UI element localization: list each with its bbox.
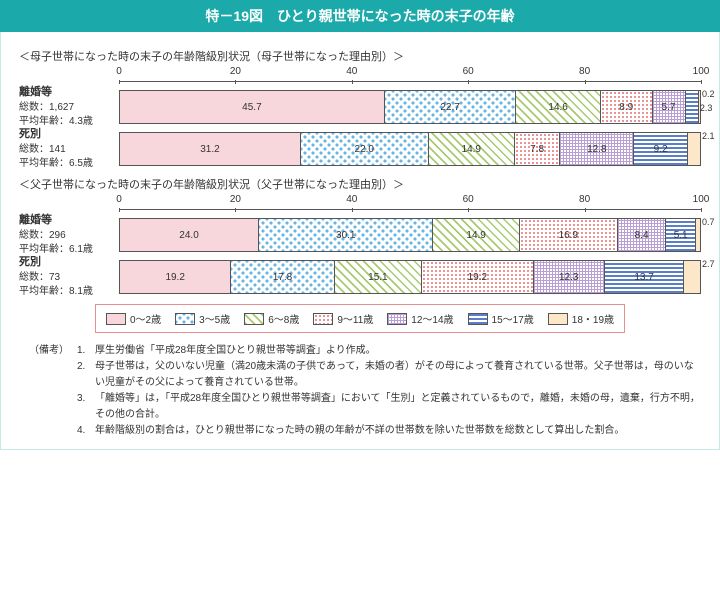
chart-content: ＜母子世帯になった時の末子の年齢階級別状況（母子世帯になった理由別）＞ 02040… — [0, 32, 720, 450]
stacked-bar: 31.222.014.97.812.89.22.1 — [119, 132, 701, 166]
legend-swatch — [313, 313, 333, 325]
bar-segment: 12.8 — [560, 133, 634, 165]
bar-segment: 2.3 — [686, 91, 699, 123]
legend-label: 0～2歳 — [130, 311, 161, 326]
footnote-line: 3.「離婚等」は，「平成28年度全国ひとり親世帯等調査」において「生別」と定義さ… — [29, 391, 701, 423]
row-label: 離婚等総数：1,627平均年齢：4.3歳 — [19, 85, 115, 128]
legend-item: 18・19歳 — [548, 311, 614, 326]
legend-label: 12～14歳 — [411, 311, 453, 326]
legend-label: 9～11歳 — [337, 311, 373, 326]
bar-segment: 2.1 — [688, 133, 700, 165]
legend: 0～2歳 3～5歳 6～8歳 9～11歳 12～14歳 15～17歳 18・19歳 — [95, 304, 625, 333]
bar-segment: 2.7 — [684, 261, 700, 293]
bar-segment: 8.9 — [601, 91, 653, 123]
legend-swatch — [244, 313, 264, 325]
legend-label: 3～5歳 — [199, 311, 230, 326]
legend-item: 3～5歳 — [175, 311, 230, 326]
bar-segment: 22.7 — [385, 91, 517, 123]
legend-item: 9～11歳 — [313, 311, 373, 326]
stacked-bar: 45.722.714.68.95.72.30.2 — [119, 90, 701, 124]
bar-segment: 12.3 — [534, 261, 605, 293]
bar-segment: 8.4 — [618, 219, 667, 251]
legend-swatch — [468, 313, 488, 325]
legend-swatch — [387, 313, 407, 325]
section-title: ＜母子世帯になった時の末子の年齢階級別状況（母子世帯になった理由別）＞ — [19, 48, 701, 64]
bar-segment: 19.2 — [120, 261, 231, 293]
section-title: ＜父子世帯になった時の末子の年齢階級別状況（父子世帯になった理由別）＞ — [19, 176, 701, 192]
bar-row: 死別総数：73平均年齢：8.1歳19.217.815.119.212.313.7… — [119, 260, 701, 294]
stacked-bar: 19.217.815.119.212.313.72.7 — [119, 260, 701, 294]
legend-label: 15～17歳 — [492, 311, 534, 326]
footnotes: （備考）1.厚生労働省「平成28年度全国ひとり親世帯等調査」より作成。2.母子世… — [19, 343, 701, 439]
chart-area: 020406080100(%)離婚等総数：1,627平均年齢：4.3歳45.72… — [19, 66, 701, 166]
bar-segment: 7.8 — [515, 133, 560, 165]
row-label: 死別総数：141平均年齢：6.5歳 — [19, 127, 115, 170]
row-label: 離婚等総数：296平均年齢：6.1歳 — [19, 213, 115, 256]
footnote-line: 4.年齢階級別の割合は，ひとり親世帯になった時の親の年齢が不詳の世帯数を除いた世… — [29, 423, 701, 439]
x-axis: 020406080100(%) — [119, 194, 701, 210]
bar-row: 死別総数：141平均年齢：6.5歳31.222.014.97.812.89.22… — [119, 132, 701, 166]
bar-segment: 45.7 — [120, 91, 385, 123]
bar-segment: 24.0 — [120, 219, 259, 251]
bar-row: 離婚等総数：1,627平均年齢：4.3歳45.722.714.68.95.72.… — [119, 90, 701, 124]
chart-area: 020406080100(%)離婚等総数：296平均年齢：6.1歳24.030.… — [19, 194, 701, 294]
legend-item: 15～17歳 — [468, 311, 534, 326]
bar-segment: 30.1 — [259, 219, 433, 251]
footnote-line: 2.母子世帯は，父のいない児童（満20歳未満の子供であって，未婚の者）がその母に… — [29, 359, 701, 391]
bar-segment: 19.2 — [422, 261, 533, 293]
bar-segment: 16.9 — [520, 219, 618, 251]
legend-item: 0～2歳 — [106, 311, 161, 326]
bar-segment: 0.7 — [696, 219, 700, 251]
legend-label: 18・19歳 — [572, 311, 614, 326]
legend-swatch — [106, 313, 126, 325]
bar-segment: 13.7 — [605, 261, 684, 293]
bar-segment: 0.2 — [699, 91, 700, 123]
bar-segment: 5.1 — [666, 219, 696, 251]
bar-segment: 14.9 — [433, 219, 519, 251]
row-label: 死別総数：73平均年齢：8.1歳 — [19, 255, 115, 298]
bar-segment: 5.7 — [653, 91, 686, 123]
bar-segment: 22.0 — [301, 133, 429, 165]
legend-item: 6～8歳 — [244, 311, 299, 326]
legend-swatch — [175, 313, 195, 325]
bar-segment: 31.2 — [120, 133, 301, 165]
bar-segment: 15.1 — [335, 261, 423, 293]
x-axis: 020406080100(%) — [119, 66, 701, 82]
legend-item: 12～14歳 — [387, 311, 453, 326]
chart-title: 特－19図 ひとり親世帯になった時の末子の年齢 — [0, 0, 720, 32]
bar-segment: 14.9 — [429, 133, 515, 165]
bar-segment: 17.8 — [231, 261, 334, 293]
legend-label: 6～8歳 — [268, 311, 299, 326]
legend-swatch — [548, 313, 568, 325]
stacked-bar: 24.030.114.916.98.45.10.7 — [119, 218, 701, 252]
bar-segment: 14.6 — [516, 91, 601, 123]
bar-segment: 9.2 — [634, 133, 687, 165]
footnote-line: （備考）1.厚生労働省「平成28年度全国ひとり親世帯等調査」より作成。 — [29, 343, 701, 359]
bar-row: 離婚等総数：296平均年齢：6.1歳24.030.114.916.98.45.1… — [119, 218, 701, 252]
